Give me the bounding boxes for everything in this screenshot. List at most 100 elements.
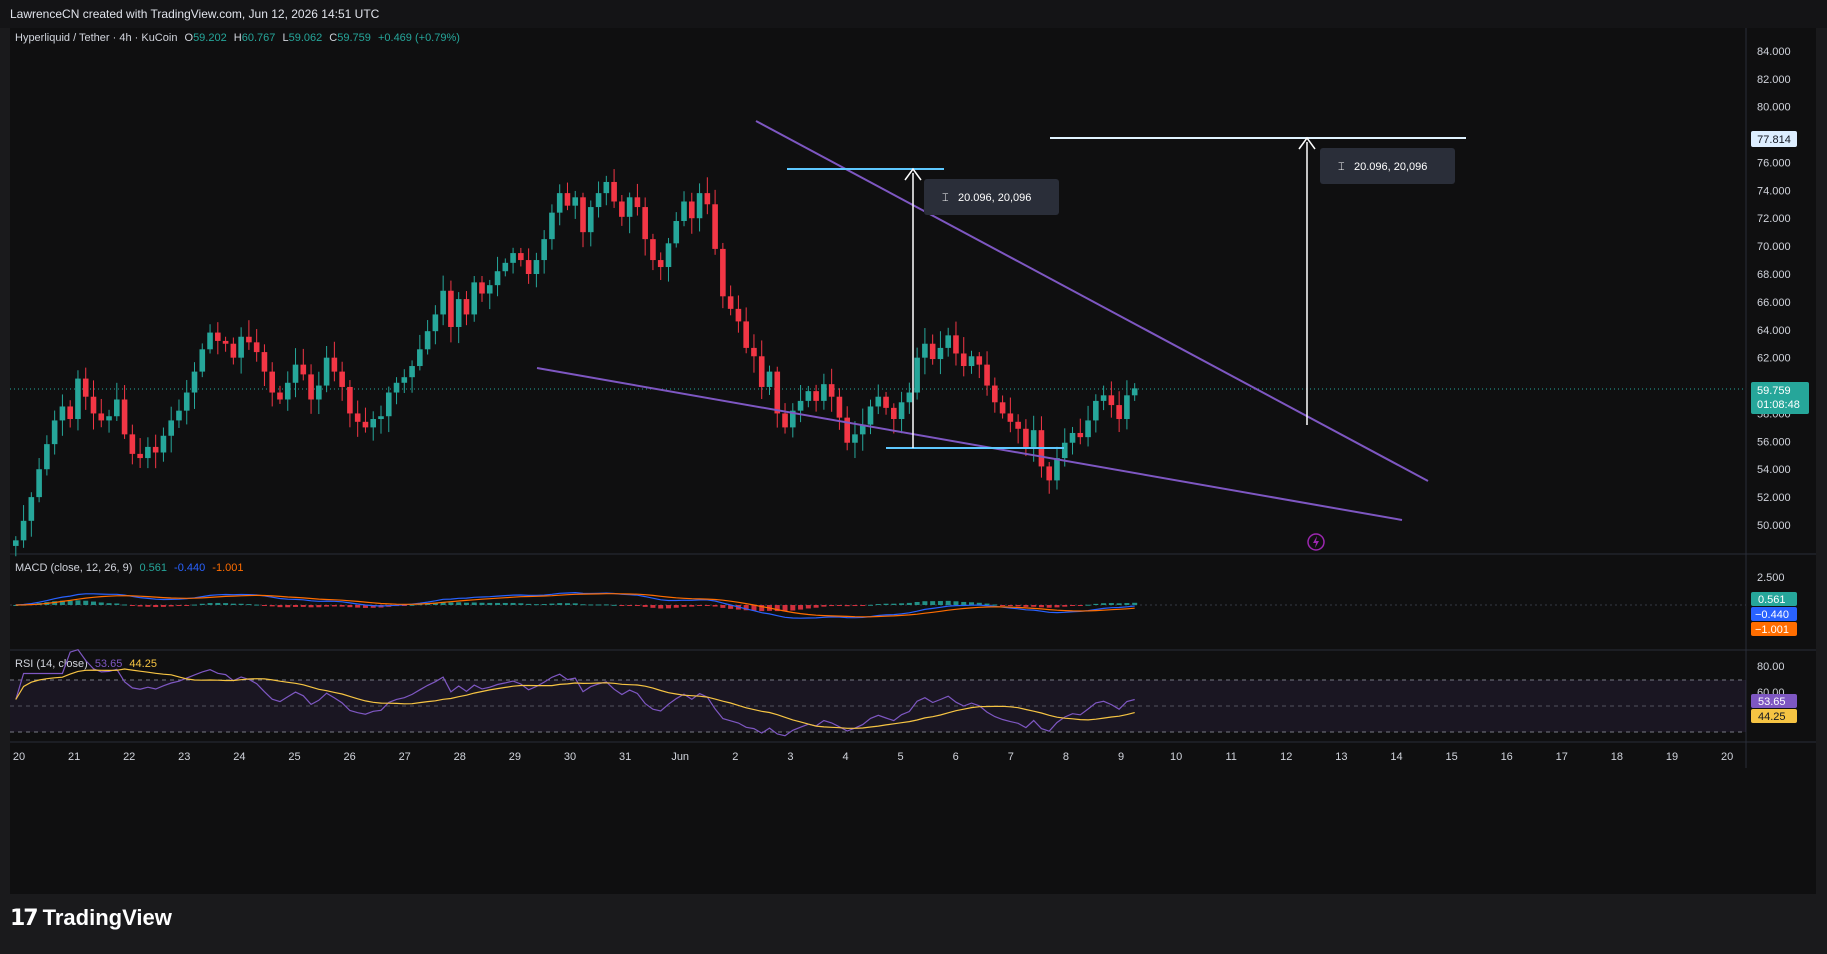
histogram-bar — [91, 601, 96, 605]
macd-histogram — [13, 600, 1138, 612]
histogram-bar — [230, 603, 236, 605]
candle-body — [595, 193, 602, 208]
candle-body — [525, 260, 532, 274]
svg-text:53.65: 53.65 — [1758, 696, 1786, 708]
measure-label-2[interactable]: ⌶ 20.096, 20,096 — [1320, 148, 1455, 184]
candle-body — [1124, 395, 1130, 420]
histogram-bar — [199, 603, 205, 605]
histogram-bar — [1031, 605, 1037, 607]
candle-body — [339, 371, 345, 387]
histogram-bar — [370, 605, 376, 608]
chart-canvas[interactable]: Hyperliquid / Tether · 4h · KuCoin O59.2… — [10, 18, 1816, 894]
histogram-bar — [502, 602, 508, 605]
histogram-bar — [1093, 603, 1099, 605]
time-tick: Jun — [671, 751, 689, 763]
candle-body — [106, 416, 112, 421]
histogram-bar — [875, 604, 881, 606]
histogram-bar — [891, 603, 897, 605]
price-tick: 56.000 — [1757, 436, 1791, 448]
candle-body — [626, 197, 633, 217]
candle-body — [883, 396, 889, 408]
candle-body — [486, 285, 493, 294]
candle-body — [922, 343, 928, 358]
lightning-icon[interactable] — [1307, 533, 1325, 551]
time-tick: 10 — [1170, 751, 1182, 763]
candle-body — [510, 253, 516, 263]
histogram-bar — [1077, 605, 1083, 606]
histogram-bar — [510, 602, 516, 605]
candle-body — [401, 377, 408, 383]
candle-body — [758, 356, 765, 387]
candle-body — [968, 356, 975, 367]
histogram-bar — [401, 605, 407, 606]
time-axis[interactable]: 20 21 22 23 24 25 26 27 28 29 30 31 Jun 2 3 4 5 6 7 8 9 10 11 1… — [13, 751, 1733, 763]
histogram-bar — [1007, 605, 1013, 606]
candle-body — [1054, 458, 1060, 481]
candle-body — [183, 392, 190, 411]
candle-body — [999, 402, 1006, 414]
histogram-bar — [665, 605, 671, 609]
candle-body — [836, 396, 843, 418]
countdown-text: 01:08:48 — [1757, 399, 1800, 411]
candle-body — [409, 366, 415, 378]
candle-body — [1077, 432, 1084, 438]
candle-body — [976, 356, 983, 365]
candle-body — [580, 197, 586, 233]
histogram-bar — [1132, 602, 1138, 605]
macd-line-value: -0.440 — [174, 562, 205, 574]
histogram-bar — [790, 605, 796, 611]
candle-body — [960, 353, 967, 367]
price-axis[interactable]: 86.00084.00082.00080.00078.00076.00074.0… — [1757, 18, 1791, 532]
wedge-lower-trendline[interactable] — [536, 367, 1403, 521]
histogram-bar — [207, 603, 213, 605]
high-value: 60.767 — [242, 32, 276, 44]
histogram-bar — [720, 605, 726, 608]
candle-body — [665, 243, 672, 268]
histogram-bar — [246, 604, 252, 606]
svg-text:44.25: 44.25 — [1758, 711, 1786, 723]
histogram-bar — [712, 605, 718, 607]
candle-body — [1131, 388, 1138, 396]
macd-axis-tick: 2.500 — [1757, 572, 1785, 584]
price-tick: 80.000 — [1757, 102, 1791, 114]
candle-body — [929, 343, 936, 360]
time-tick: 8 — [1063, 751, 1069, 763]
candle-body — [743, 321, 749, 348]
chart-frame: Hyperliquid / Tether · 4h · KuCoin O59.2… — [10, 18, 1816, 894]
candle-body — [673, 221, 680, 244]
histogram-bar — [805, 605, 811, 609]
histogram-bar — [456, 602, 462, 605]
candle-body — [277, 392, 283, 400]
histogram-bar — [254, 604, 260, 606]
time-tick: 20 — [1721, 751, 1733, 763]
price-tick: 54.000 — [1757, 464, 1791, 476]
measure-icon: ⌶ — [942, 192, 949, 204]
measure-label-1[interactable]: ⌶ 20.096, 20,096 — [924, 179, 1059, 215]
tradingview-brand[interactable]: 17 TradingView — [10, 898, 172, 938]
histogram-bar — [98, 602, 104, 605]
candle-body — [51, 420, 58, 445]
candle-body — [603, 181, 610, 194]
histogram-bar — [984, 603, 990, 605]
histogram-bar — [580, 604, 586, 606]
candle-body — [821, 384, 827, 401]
macd-line — [15, 591, 1135, 619]
candle-body — [611, 181, 617, 202]
histogram-bar — [75, 600, 81, 605]
tradingview-logo-icon: 17 — [10, 905, 39, 931]
histogram-bar — [355, 605, 361, 608]
candle-body — [424, 331, 431, 350]
candle-body — [875, 396, 882, 407]
histogram-bar — [52, 601, 58, 605]
wedge-upper-trendline[interactable] — [755, 120, 1429, 482]
histogram-bar — [681, 605, 687, 607]
candle-body — [1108, 395, 1115, 406]
histogram-bar — [168, 605, 174, 607]
candle-body — [28, 497, 35, 521]
candle-body — [494, 271, 501, 286]
histogram-bar — [704, 605, 710, 606]
svg-text:−1.001: −1.001 — [1755, 624, 1789, 636]
histogram-bar — [596, 604, 602, 606]
candle-body — [191, 371, 198, 393]
candle-body — [1100, 395, 1107, 401]
